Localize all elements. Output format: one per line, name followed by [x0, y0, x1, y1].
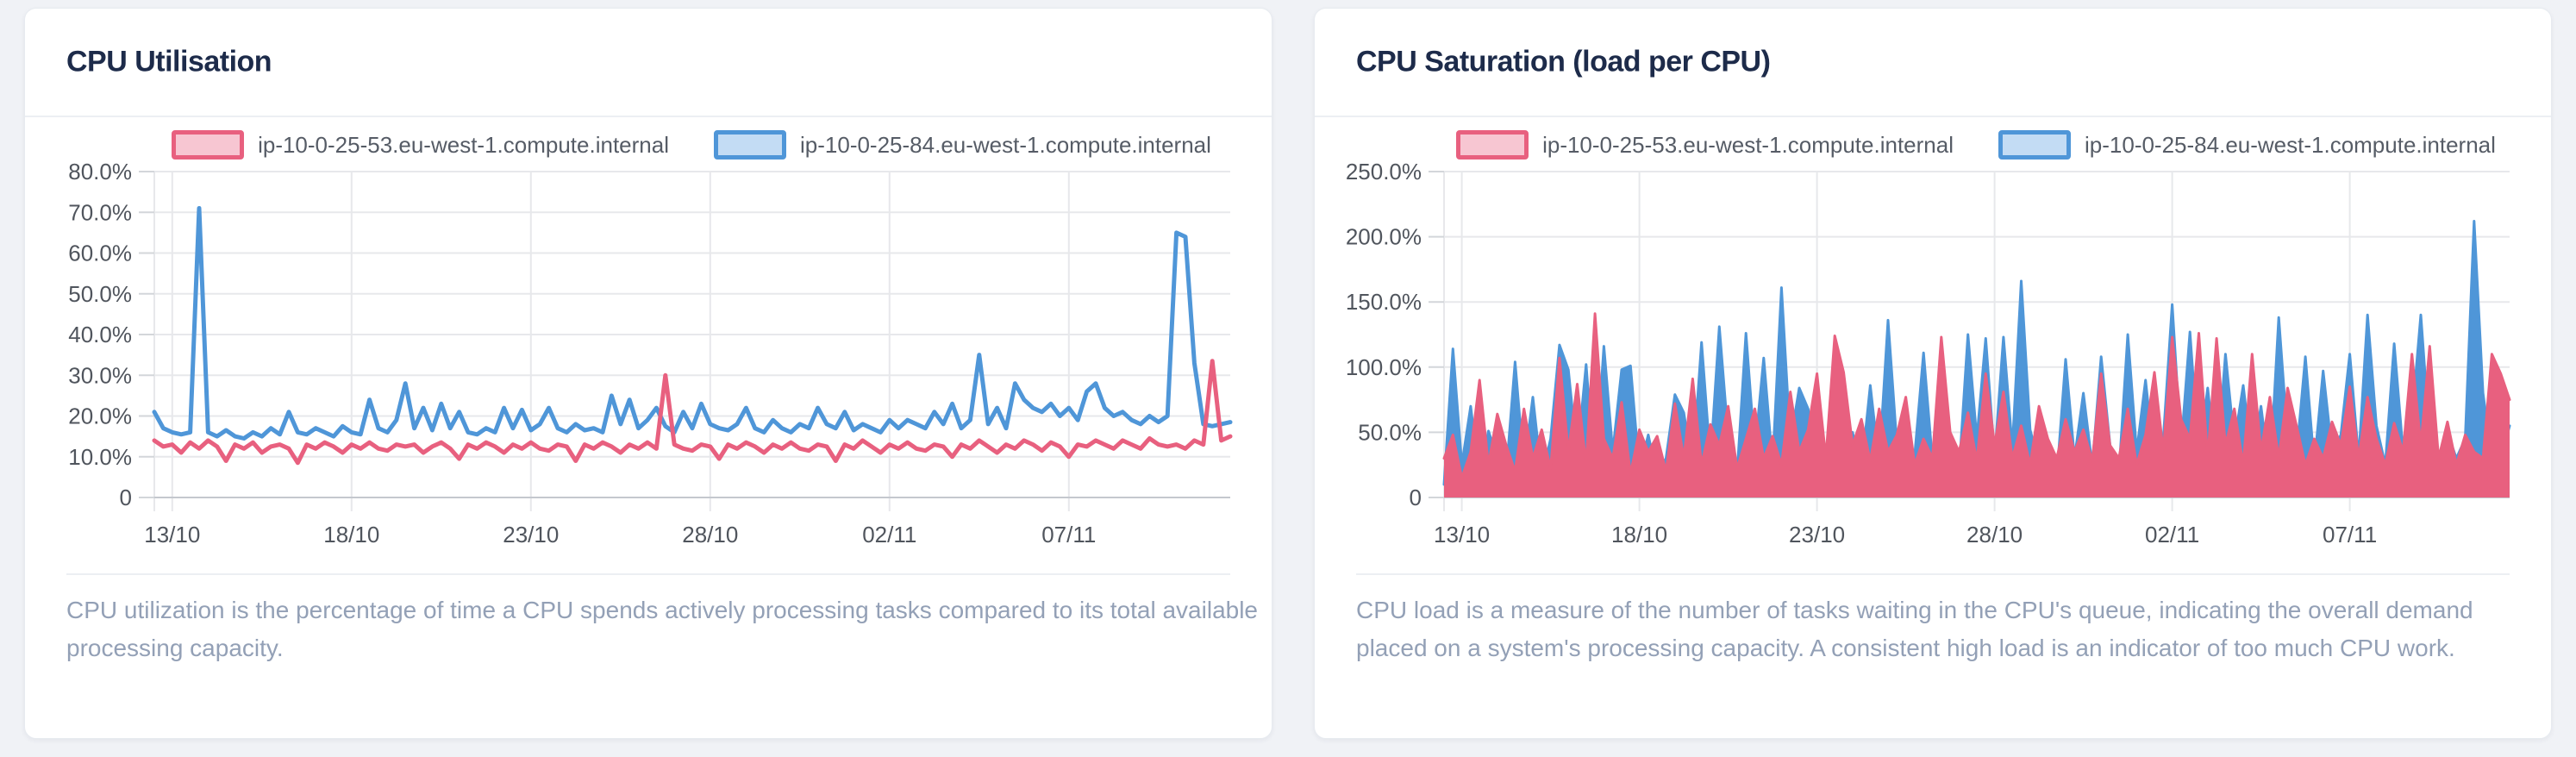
svg-text:50.0%: 50.0%: [1358, 419, 1422, 445]
chart-legend: ip-10-0-25-53.eu-west-1.compute.internal…: [1444, 128, 2508, 162]
svg-text:80.0%: 80.0%: [68, 159, 132, 185]
svg-text:20.0%: 20.0%: [68, 404, 132, 429]
svg-text:50.0%: 50.0%: [68, 281, 132, 307]
divider: [1356, 573, 2510, 575]
legend-swatch-blue: [1998, 130, 2071, 160]
svg-text:13/10: 13/10: [144, 522, 200, 547]
svg-text:23/10: 23/10: [1789, 522, 1845, 547]
legend-item-ip-10-0-25-53[interactable]: ip-10-0-25-53.eu-west-1.compute.internal: [172, 130, 669, 160]
legend-swatch-red: [172, 130, 245, 160]
svg-text:60.0%: 60.0%: [68, 241, 132, 266]
panel-description: CPU utilization is the percentage of tim…: [66, 597, 1259, 661]
panel-header: CPU Saturation (load per CPU): [1315, 9, 2551, 117]
legend-swatch-red: [1456, 130, 1529, 160]
cpu-saturation-chart[interactable]: 13/10 18/10 23/10 28/10 02/11 07/11 250.0% 200.…: [1315, 121, 2553, 569]
divider: [66, 573, 1230, 575]
svg-text:100.0%: 100.0%: [1346, 354, 1422, 380]
panel-header: CPU Utilisation: [25, 9, 1272, 117]
svg-text:28/10: 28/10: [682, 522, 738, 547]
svg-text:250.0%: 250.0%: [1346, 159, 1422, 185]
legend-label: ip-10-0-25-53.eu-west-1.compute.internal: [258, 131, 669, 158]
cpu-utilisation-chart[interactable]: 13/10 18/10 23/10 28/10 02/11 07/11 80.0% 70.0%…: [25, 121, 1273, 569]
cpu-utilisation-panel: CPU Utilisation ip-10-0-25-53.eu-west-1.…: [24, 8, 1272, 739]
legend-item-ip-10-0-25-84[interactable]: ip-10-0-25-84.eu-west-1.compute.internal: [714, 130, 1211, 160]
svg-text:0: 0: [120, 485, 132, 510]
svg-text:23/10: 23/10: [503, 522, 559, 547]
svg-text:28/10: 28/10: [1966, 522, 2023, 547]
panel-title: CPU Utilisation: [66, 45, 272, 78]
svg-text:02/11: 02/11: [2145, 522, 2199, 547]
svg-text:40.0%: 40.0%: [68, 322, 132, 347]
chart-legend: ip-10-0-25-53.eu-west-1.compute.internal…: [154, 128, 1229, 162]
svg-text:150.0%: 150.0%: [1346, 289, 1422, 315]
svg-text:0: 0: [1410, 485, 1422, 510]
panel-title: CPU Saturation (load per CPU): [1356, 45, 1771, 78]
svg-text:02/11: 02/11: [862, 522, 916, 547]
panel-description: CPU load is a measure of the number of t…: [1356, 597, 2473, 661]
svg-text:07/11: 07/11: [1041, 522, 1096, 547]
legend-item-ip-10-0-25-53[interactable]: ip-10-0-25-53.eu-west-1.compute.internal: [1456, 130, 1954, 160]
cpu-saturation-panel: CPU Saturation (load per CPU) ip-10-0-25…: [1314, 8, 2552, 739]
legend-label: ip-10-0-25-53.eu-west-1.compute.internal: [1542, 131, 1954, 158]
svg-text:10.0%: 10.0%: [68, 444, 132, 470]
svg-text:18/10: 18/10: [1611, 522, 1667, 547]
svg-text:18/10: 18/10: [323, 522, 379, 547]
legend-label: ip-10-0-25-84.eu-west-1.compute.internal: [800, 131, 1211, 158]
svg-text:200.0%: 200.0%: [1346, 224, 1422, 250]
svg-text:07/11: 07/11: [2323, 522, 2377, 547]
svg-text:13/10: 13/10: [1434, 522, 1490, 547]
legend-label: ip-10-0-25-84.eu-west-1.compute.internal: [2085, 131, 2496, 158]
legend-swatch-blue: [714, 130, 786, 160]
svg-text:30.0%: 30.0%: [68, 362, 132, 388]
legend-item-ip-10-0-25-84[interactable]: ip-10-0-25-84.eu-west-1.compute.internal: [1998, 130, 2496, 160]
svg-text:70.0%: 70.0%: [68, 199, 132, 225]
